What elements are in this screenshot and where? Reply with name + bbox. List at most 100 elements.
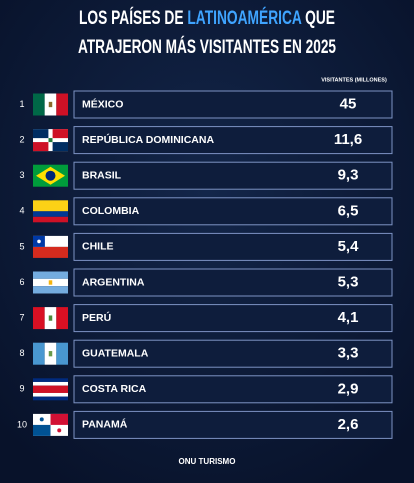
country-name: CHILE: [82, 241, 114, 253]
rank: 2: [19, 134, 24, 144]
flag-part: [56, 307, 68, 330]
title-highlight: LATINOAMÉRICA: [187, 7, 302, 29]
flag-part: [33, 385, 68, 393]
flag-part: [33, 129, 49, 139]
flag: [33, 307, 68, 330]
flag-part: [33, 271, 68, 279]
table-row: 4 COLOMBIA 6,5: [19, 197, 393, 226]
flag: [33, 378, 68, 401]
rank: 8: [19, 348, 24, 358]
visitors-value: 2,6: [338, 416, 359, 433]
flag: [33, 93, 68, 116]
rank: 9: [19, 384, 24, 394]
country-name: REPÚBLICA DOMINICANA: [82, 133, 214, 146]
flag-part: [48, 101, 53, 108]
flag-part: [33, 235, 68, 247]
country-name: MÉXICO: [82, 97, 123, 110]
flag-part: [39, 417, 44, 422]
flag-part: [33, 378, 68, 382]
flag-part: [48, 138, 53, 143]
flag-part: [33, 307, 45, 330]
country-name: BRASIL: [82, 169, 122, 181]
row-box: [73, 90, 393, 119]
rank: 5: [19, 241, 24, 251]
flag: [33, 342, 68, 365]
rank: 1: [19, 99, 24, 109]
title-start: LOS PAÍSES DE: [79, 7, 187, 29]
flag-part: [52, 142, 68, 152]
row-box: [73, 161, 393, 190]
row-box: [73, 197, 393, 226]
flag-part: [48, 351, 53, 357]
table-row: 2 REPÚBLICA DOMINICANA 11,6: [19, 126, 393, 155]
visitors-value: 45: [340, 95, 357, 112]
flag-part: [48, 315, 53, 321]
flag-part: [33, 93, 45, 116]
flag-part: [33, 211, 68, 217]
flag: [33, 271, 68, 294]
table-row: 3 BRASIL 9,3: [19, 161, 393, 190]
visitors-value: 5,4: [338, 238, 360, 255]
rank: 6: [19, 277, 24, 287]
rank: 7: [19, 312, 24, 322]
row-box: [73, 232, 393, 261]
row-box: [73, 410, 393, 439]
flag: [33, 164, 68, 187]
flag-part: [37, 239, 41, 244]
visitors-value: 11,6: [334, 131, 362, 148]
country-name: PANAMÁ: [82, 418, 128, 431]
row-box: [73, 126, 393, 155]
country-name: PERÚ: [82, 311, 111, 324]
rank: 4: [19, 206, 24, 216]
row-box: [73, 375, 393, 404]
row-box: [73, 339, 393, 368]
table-row: 5 CHILE 5,4: [19, 232, 393, 261]
title-line-2: ATRAJERON MÁS VISITANTES EN 2025: [78, 36, 336, 58]
flag: [33, 200, 68, 223]
title-line-1: LOS PAÍSES DE LATINOAMÉRICA QUE: [79, 7, 335, 29]
table-row: 10 PANAMÁ 2,6: [17, 410, 393, 439]
column-label: VISITANTES (MILLONES): [321, 77, 387, 83]
visitors-value: 3,3: [338, 345, 359, 362]
flag-part: [33, 142, 49, 152]
title-end: QUE: [301, 8, 335, 29]
country-name: ARGENTINA: [82, 276, 145, 288]
flag: [33, 129, 68, 152]
visitors-value: 4,1: [338, 309, 359, 326]
rank: 3: [19, 170, 24, 180]
flag-part: [56, 342, 68, 365]
flag-part: [33, 381, 68, 386]
flag-part: [33, 216, 68, 223]
visitors-value: 6,5: [338, 202, 359, 219]
flag-part: [33, 246, 68, 258]
country-name: COLOMBIA: [82, 205, 140, 217]
flag-part: [33, 392, 68, 397]
flag-part: [57, 428, 62, 433]
flag-part: [33, 342, 45, 365]
flag-part: [45, 170, 56, 181]
rank: 10: [17, 419, 27, 429]
flag-part: [52, 129, 68, 139]
flag-part: [33, 200, 68, 212]
country-name: GUATEMALA: [82, 347, 149, 359]
flag-part: [33, 286, 68, 294]
visitors-value: 5,3: [338, 273, 359, 290]
table-row: 9 COSTA RICA 2,9: [19, 375, 393, 404]
visitors-value: 9,3: [338, 167, 359, 184]
table-row: 8 GUATEMALA 3,3: [19, 339, 393, 368]
table-row: 7 PERÚ 4,1: [19, 304, 393, 333]
visitors-value: 2,9: [338, 380, 359, 397]
flag-part: [56, 93, 68, 116]
flag: [33, 413, 68, 436]
flag-part: [33, 396, 68, 401]
flag-part: [50, 413, 68, 425]
table-row: 1 MÉXICO 45: [19, 90, 393, 119]
flag-part: [33, 424, 51, 436]
flag-part: [48, 280, 53, 285]
row-box: [73, 304, 393, 333]
table-row: 6 ARGENTINA 5,3: [19, 268, 393, 297]
flag: [33, 235, 68, 258]
source: ONU TURISMO: [179, 457, 236, 466]
